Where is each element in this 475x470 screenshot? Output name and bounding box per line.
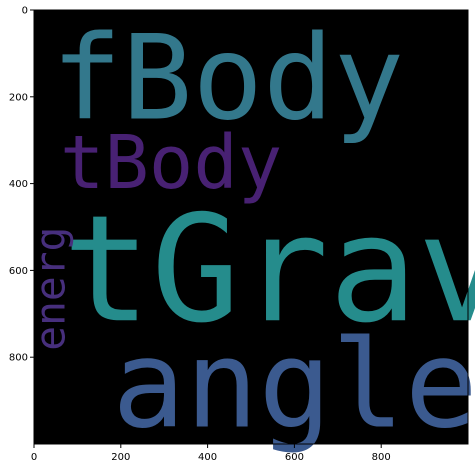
y-axis-ticks: 0 200 400 600 800 (9, 6, 34, 364)
x-tick-label: 200 (111, 452, 130, 463)
x-tick-label: 400 (198, 452, 217, 463)
plot-area-background (34, 10, 468, 444)
word-tBody: tBody (60, 120, 282, 206)
y-tick-label: 800 (9, 353, 28, 364)
y-tick-label: 400 (9, 179, 28, 190)
plot-frame (33, 9, 469, 445)
word-angle: angle (112, 314, 475, 456)
word-fBody: fBody (51, 10, 404, 147)
x-tick-label: 0 (31, 452, 37, 463)
y-tick-label: 600 (9, 266, 28, 277)
y-tick-label: 200 (9, 92, 28, 103)
x-tick-label: 800 (372, 452, 391, 463)
word-tGrav: tGrav (62, 183, 475, 355)
x-tick-label: 600 (285, 452, 304, 463)
x-axis-ticks: 0 200 400 600 800 (31, 444, 391, 463)
y-tick-label: 0 (22, 6, 28, 17)
